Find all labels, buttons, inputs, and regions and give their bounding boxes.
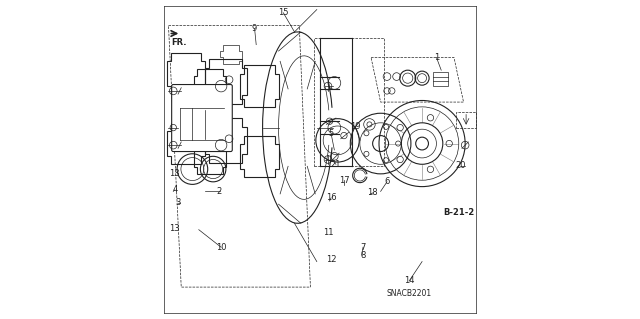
Text: 8: 8	[360, 251, 365, 260]
Text: 1: 1	[434, 53, 439, 62]
Text: 13: 13	[170, 224, 180, 233]
Text: SNACB2201: SNACB2201	[387, 289, 432, 298]
Text: 20: 20	[455, 161, 466, 170]
Text: 5: 5	[328, 130, 334, 138]
Text: 3: 3	[175, 198, 180, 207]
Text: 9: 9	[252, 24, 257, 33]
FancyBboxPatch shape	[172, 85, 232, 152]
Text: B-21-2: B-21-2	[443, 208, 474, 217]
Text: 4: 4	[172, 185, 177, 194]
Text: 12: 12	[326, 256, 337, 264]
Text: 13: 13	[170, 169, 180, 178]
Text: 2: 2	[217, 187, 222, 196]
FancyBboxPatch shape	[314, 38, 384, 166]
Text: 15: 15	[278, 8, 289, 17]
Text: 11: 11	[323, 228, 333, 237]
Text: FR.: FR.	[171, 38, 186, 47]
Text: 7: 7	[360, 243, 365, 252]
FancyBboxPatch shape	[456, 112, 476, 128]
Text: 14: 14	[404, 276, 415, 285]
Text: 10: 10	[216, 243, 227, 252]
Text: 6: 6	[384, 177, 390, 186]
Text: 19: 19	[350, 122, 360, 130]
Text: 18: 18	[367, 189, 378, 197]
Text: 21: 21	[331, 160, 341, 169]
Text: 17: 17	[339, 176, 349, 185]
Text: 16: 16	[326, 193, 337, 202]
